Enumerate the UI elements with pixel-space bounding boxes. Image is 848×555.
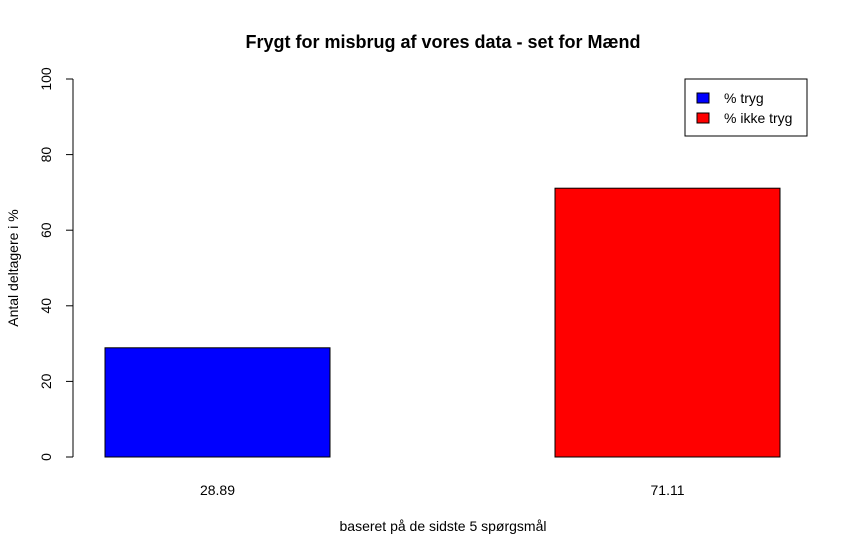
legend-box (684, 78, 808, 137)
x-tick-label: 71.11 (651, 482, 685, 498)
x-tick-label: 28.89 (200, 482, 235, 498)
y-tick-label: 80 (38, 147, 54, 163)
y-tick-label: 100 (38, 67, 54, 91)
y-tick-label: 20 (38, 373, 54, 389)
bar (554, 187, 781, 458)
y-tick-label: 60 (38, 222, 54, 238)
legend-label: % tryg (724, 90, 764, 106)
chart-title: Frygt for misbrug af vores data - set fo… (245, 32, 640, 52)
y-axis-label: Antal deltagere i % (5, 209, 21, 327)
legend-swatch (696, 112, 710, 124)
x-tick-labels: 28.89 71.11 (200, 482, 685, 498)
legend-items: % tryg % ikke tryg (696, 90, 792, 126)
y-ticks: 0 20 40 60 80 100 (38, 67, 73, 461)
y-axis: 0 20 40 60 80 100 (38, 67, 74, 461)
legend-label: % ikke tryg (724, 110, 792, 126)
legend-swatch (696, 92, 710, 104)
y-tick-label: 0 (38, 453, 54, 461)
bars (104, 187, 781, 458)
bar (104, 347, 331, 458)
legend: % tryg % ikke tryg (684, 78, 808, 137)
x-axis-label: baseret på de sidste 5 spørgsmål (340, 518, 547, 534)
y-tick-label: 40 (38, 298, 54, 314)
